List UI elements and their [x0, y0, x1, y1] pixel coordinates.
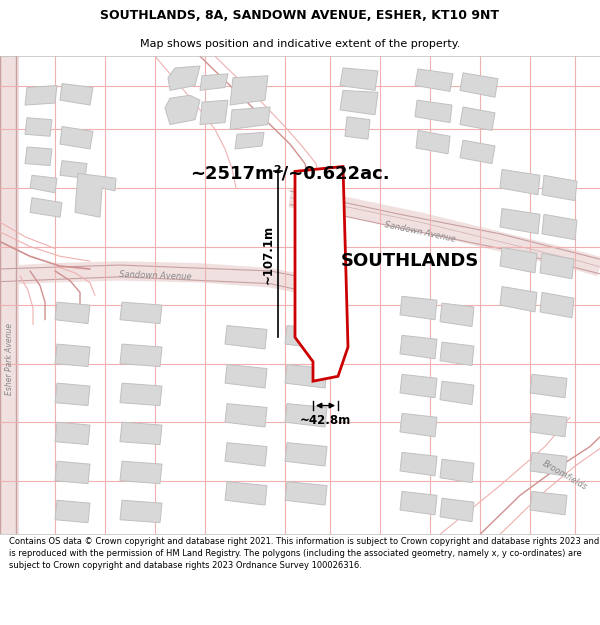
Polygon shape: [440, 498, 474, 522]
Polygon shape: [340, 91, 378, 115]
Polygon shape: [120, 500, 162, 522]
Polygon shape: [440, 342, 474, 366]
Text: ~107.1m: ~107.1m: [262, 225, 275, 284]
Polygon shape: [55, 383, 90, 406]
Polygon shape: [500, 169, 540, 195]
Polygon shape: [416, 131, 450, 154]
Polygon shape: [500, 286, 537, 312]
Polygon shape: [500, 209, 540, 234]
Polygon shape: [285, 326, 327, 349]
Polygon shape: [230, 107, 270, 129]
Polygon shape: [30, 175, 57, 193]
Polygon shape: [120, 302, 162, 324]
Polygon shape: [120, 383, 162, 406]
Polygon shape: [295, 166, 348, 381]
Polygon shape: [55, 302, 90, 324]
Polygon shape: [25, 86, 57, 105]
Polygon shape: [25, 147, 52, 166]
Text: SOUTHLANDS, 8A, SANDOWN AVENUE, ESHER, KT10 9NT: SOUTHLANDS, 8A, SANDOWN AVENUE, ESHER, K…: [101, 9, 499, 22]
Polygon shape: [400, 452, 437, 476]
Polygon shape: [225, 482, 267, 505]
Polygon shape: [60, 84, 93, 105]
Polygon shape: [60, 161, 87, 178]
Text: Sandown Avenue: Sandown Avenue: [119, 270, 191, 281]
Text: Esher Park Avenue: Esher Park Avenue: [5, 322, 14, 395]
Polygon shape: [440, 459, 474, 482]
Polygon shape: [230, 76, 268, 105]
Polygon shape: [530, 491, 567, 515]
Polygon shape: [460, 140, 495, 164]
Polygon shape: [530, 452, 567, 476]
Text: SOUTHLANDS: SOUTHLANDS: [341, 252, 479, 270]
Polygon shape: [400, 413, 437, 437]
Polygon shape: [225, 442, 267, 466]
Text: Broomfields: Broomfields: [541, 459, 589, 492]
Polygon shape: [345, 117, 370, 139]
Polygon shape: [540, 292, 574, 318]
Polygon shape: [460, 73, 498, 98]
Polygon shape: [200, 74, 228, 91]
Polygon shape: [285, 404, 327, 427]
Polygon shape: [225, 326, 267, 349]
Polygon shape: [400, 491, 437, 515]
Polygon shape: [440, 303, 474, 326]
Polygon shape: [225, 364, 267, 388]
Polygon shape: [55, 344, 90, 366]
Text: ~42.8m: ~42.8m: [300, 414, 351, 427]
Polygon shape: [500, 248, 537, 273]
Polygon shape: [415, 100, 452, 122]
Polygon shape: [120, 344, 162, 366]
Polygon shape: [285, 364, 327, 388]
Polygon shape: [75, 173, 116, 218]
Polygon shape: [415, 69, 453, 91]
Polygon shape: [165, 95, 200, 124]
Polygon shape: [530, 413, 567, 437]
Polygon shape: [285, 482, 327, 505]
Polygon shape: [285, 442, 327, 466]
Polygon shape: [30, 198, 62, 217]
Polygon shape: [25, 118, 52, 136]
Polygon shape: [400, 336, 437, 359]
Polygon shape: [168, 66, 200, 91]
Polygon shape: [540, 253, 574, 279]
Polygon shape: [225, 404, 267, 427]
Polygon shape: [440, 381, 474, 404]
Polygon shape: [400, 374, 437, 398]
Text: Sandown Avenue: Sandown Avenue: [383, 220, 457, 244]
Polygon shape: [55, 500, 90, 522]
Polygon shape: [400, 296, 437, 320]
Polygon shape: [542, 214, 577, 240]
Polygon shape: [542, 175, 577, 201]
Polygon shape: [235, 132, 264, 149]
Polygon shape: [120, 422, 162, 444]
Polygon shape: [120, 461, 162, 484]
Polygon shape: [55, 422, 90, 444]
Text: Contains OS data © Crown copyright and database right 2021. This information is : Contains OS data © Crown copyright and d…: [9, 537, 599, 570]
Polygon shape: [60, 126, 93, 149]
Polygon shape: [460, 107, 495, 131]
Polygon shape: [200, 100, 228, 124]
Text: Map shows position and indicative extent of the property.: Map shows position and indicative extent…: [140, 39, 460, 49]
Text: ~2517m²/~0.622ac.: ~2517m²/~0.622ac.: [190, 164, 389, 182]
Polygon shape: [340, 68, 378, 91]
Polygon shape: [55, 461, 90, 484]
Polygon shape: [530, 374, 567, 398]
